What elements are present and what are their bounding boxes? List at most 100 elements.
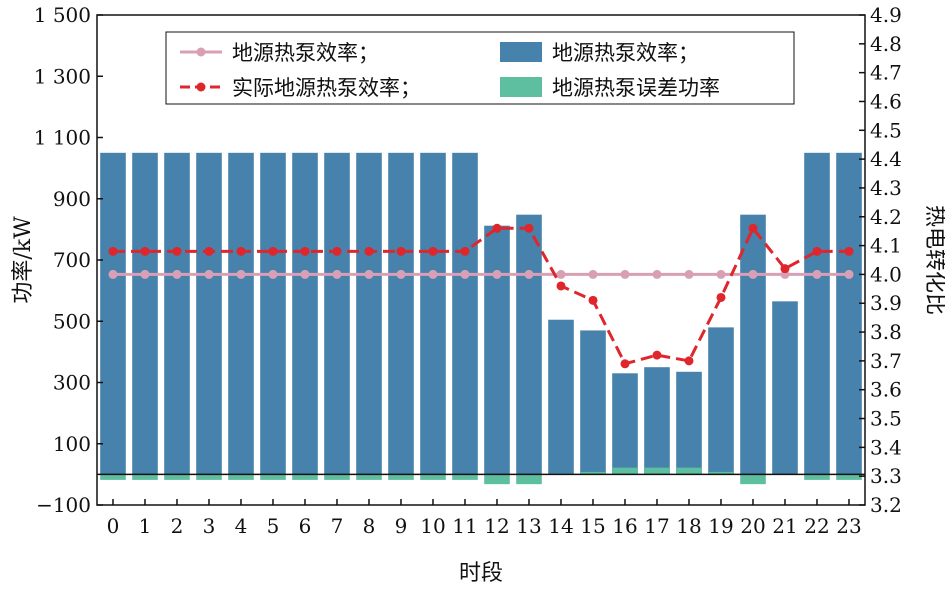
- design-efficiency-point: [812, 269, 822, 279]
- actual-efficiency-point: [684, 356, 694, 366]
- y-right-tick-label: 3.6: [870, 378, 902, 402]
- legend-item-error-power: 地源热泵误差功率: [500, 76, 720, 100]
- x-tick-label: 3: [203, 514, 216, 538]
- error-power-bar: [196, 474, 222, 480]
- legend-item-actual-efficiency: 实际地源热泵效率；: [180, 76, 421, 100]
- y-right-tick-label: 3.7: [870, 349, 902, 373]
- power-bar: [676, 371, 702, 475]
- design-efficiency-point: [204, 269, 214, 279]
- x-tick-label: 12: [484, 514, 509, 538]
- actual-efficiency-point: [364, 246, 374, 256]
- y-left-tick-label: 1 500: [34, 3, 91, 27]
- actual-efficiency-line: [113, 225, 849, 366]
- power-bar: [324, 152, 350, 475]
- y-right-tick-label: 4.4: [870, 147, 902, 171]
- x-tick-label: 10: [420, 514, 445, 538]
- bar-layer: [100, 152, 862, 485]
- y-right-tick-label: 3.4: [870, 435, 902, 459]
- design-efficiency-point: [492, 269, 502, 279]
- actual-efficiency-point: [428, 246, 438, 256]
- error-power-bar: [228, 474, 254, 480]
- error-power-bar: [292, 474, 318, 480]
- error-power-bar: [132, 474, 158, 480]
- actual-efficiency-point: [524, 223, 534, 233]
- design-efficiency-point: [236, 269, 246, 279]
- x-tick-label: 16: [612, 514, 637, 538]
- error-power-bar: [676, 467, 702, 475]
- design-efficiency-point: [364, 269, 374, 279]
- x-tick-label: 22: [804, 514, 829, 538]
- actual-efficiency-point: [204, 246, 214, 256]
- y-right-tick-label: 3.8: [870, 320, 902, 344]
- error-power-bar: [708, 471, 734, 475]
- y-right-tick-label: 4.7: [870, 61, 902, 85]
- y-right-tick-label: 3.2: [870, 493, 902, 517]
- design-efficiency-point: [556, 269, 566, 279]
- power-bar: [292, 152, 318, 475]
- x-tick-label: 0: [107, 514, 120, 538]
- design-efficiency-point: [140, 269, 150, 279]
- design-efficiency-point: [524, 269, 534, 279]
- legend: 地源热泵效率； 实际地源热泵效率； 地源热泵效率； 地源热泵误差功率: [165, 31, 795, 105]
- design-efficiency-point: [268, 269, 278, 279]
- power-bar: [388, 152, 414, 475]
- power-bar: [132, 152, 158, 475]
- y-left-tick-label: 300: [53, 371, 91, 395]
- legend-swatch-power: [500, 42, 542, 62]
- error-power-bar: [260, 474, 286, 480]
- power-bar: [100, 152, 126, 475]
- design-efficiency-point: [684, 269, 694, 279]
- actual-efficiency-point: [236, 246, 246, 256]
- y-axis-left-title: 功率/kW: [11, 216, 36, 304]
- x-tick-label: 19: [708, 514, 733, 538]
- line-layer: [108, 223, 854, 369]
- design-efficiency-point: [748, 269, 758, 279]
- actual-efficiency-point: [300, 246, 310, 256]
- error-power-bar: [740, 474, 766, 485]
- power-bar: [644, 367, 670, 475]
- design-efficiency-point: [620, 269, 630, 279]
- legend-label-power: 地源热泵效率；: [552, 41, 699, 65]
- x-tick-label: 15: [580, 514, 605, 538]
- x-tick-label: 2: [171, 514, 184, 538]
- power-bar: [548, 319, 574, 475]
- x-tick-label: 6: [299, 514, 312, 538]
- x-tick-label: 9: [395, 514, 408, 538]
- design-efficiency-point: [588, 269, 598, 279]
- x-tick-label: 4: [235, 514, 248, 538]
- x-tick-label: 8: [363, 514, 376, 538]
- error-power-bar: [516, 474, 542, 485]
- y-right-tick-label: 4.8: [870, 32, 902, 56]
- actual-efficiency-point: [556, 281, 566, 291]
- error-power-bar: [420, 474, 446, 480]
- actual-efficiency-point: [780, 264, 790, 274]
- y-left-tick-label: 100: [53, 432, 91, 456]
- actual-efficiency-point: [620, 359, 630, 369]
- legend-marker-actual: [196, 82, 206, 92]
- actual-efficiency-point: [652, 350, 662, 360]
- power-bar: [484, 225, 510, 475]
- error-power-bar: [836, 474, 862, 480]
- actual-efficiency-point: [812, 246, 822, 256]
- error-power-bar: [388, 474, 414, 480]
- power-bar: [196, 152, 222, 475]
- design-efficiency-point: [652, 269, 662, 279]
- power-bar: [740, 214, 766, 475]
- actual-efficiency-point: [844, 246, 854, 256]
- design-efficiency-point: [428, 269, 438, 279]
- power-bar: [516, 214, 542, 475]
- error-power-bar: [804, 474, 830, 480]
- legend-label-design-efficiency: 地源热泵效率；: [232, 41, 379, 65]
- error-power-bar: [612, 467, 638, 475]
- power-bar: [260, 152, 286, 475]
- error-power-bar: [324, 474, 350, 480]
- error-power-bar: [356, 474, 382, 480]
- actual-efficiency-point: [716, 292, 726, 302]
- y-right-tick-label: 4.1: [870, 234, 902, 258]
- x-tick-label: 11: [452, 514, 477, 538]
- x-tick-label: 5: [267, 514, 280, 538]
- actual-efficiency-point: [108, 246, 118, 256]
- error-power-bar: [484, 474, 510, 485]
- actual-efficiency-point: [332, 246, 342, 256]
